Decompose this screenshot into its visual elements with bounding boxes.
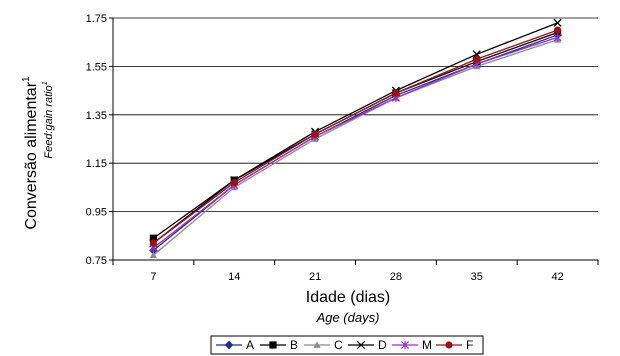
tick-labels: 0.75 0.95 1.15 1.35 1.55 1.75 7 14 21 28 35 42: [86, 13, 564, 283]
legend-item-m: M: [392, 338, 432, 352]
y-axis-subtitle-text: Feed:gain ratio: [43, 85, 55, 158]
data-point-f: [311, 130, 319, 138]
data-point-d: [553, 18, 562, 27]
series-lines: [149, 18, 562, 259]
x-axis-subtitle: Age (days): [316, 310, 380, 325]
data-point-f: [473, 55, 481, 63]
data-point-f: [392, 89, 400, 97]
legend-label: B: [290, 338, 298, 352]
data-point-b: [149, 234, 158, 242]
legend-item-b: B: [260, 338, 298, 352]
y-axis-title: Conversão alimentar1: [21, 76, 40, 230]
y-axis-subtitle-group: Feed:gain ratio1: [42, 81, 55, 158]
x-tick-label: 42: [551, 271, 563, 283]
y-axis-title-text: Conversão alimentar: [23, 81, 40, 229]
y-axis-subtitle: Feed:gain ratio1: [42, 81, 55, 158]
x-tick-label: 14: [228, 271, 240, 283]
series-line-m: [153, 36, 558, 249]
x-tick-label: 7: [150, 271, 156, 283]
legend-label: C: [334, 338, 343, 352]
x-tick-label: 28: [390, 271, 402, 283]
data-point-f: [553, 26, 562, 34]
y-axis-title-superscript: 1: [21, 76, 32, 82]
series-a: [149, 30, 562, 255]
data-point-f: [230, 178, 238, 187]
series-c: [149, 36, 562, 259]
y-tick-label: 0.75: [86, 255, 107, 267]
y-tick-label: 1.75: [86, 13, 107, 25]
data-point-m: [553, 33, 562, 42]
legend-item-a: A: [216, 338, 254, 352]
legend-item-d: D: [348, 338, 387, 352]
x-tick-label: 35: [471, 271, 483, 283]
series-line-f: [153, 29, 558, 244]
y-tick-label: 1.35: [86, 110, 107, 122]
legend-marker: [224, 340, 234, 350]
legend-marker-stroke: [356, 340, 366, 350]
legend-marker: [313, 341, 321, 348]
legend-item-c: C: [304, 338, 343, 352]
data-point-c: [149, 251, 158, 259]
legend-marker: [445, 341, 453, 349]
series-f: [149, 26, 562, 247]
series-line-d: [153, 22, 558, 244]
legend-label: D: [378, 338, 387, 352]
legend-marker: [356, 340, 366, 350]
series-line-c: [152, 39, 558, 256]
data-point-d-stroke: [553, 18, 562, 27]
y-tick-label: 0.95: [86, 207, 107, 219]
legend-marker: [400, 340, 410, 350]
gridlines: [113, 17, 598, 213]
data-point-f: [149, 239, 158, 247]
x-tick-label: 21: [309, 271, 321, 283]
axes: [109, 17, 599, 265]
legend-label: A: [246, 338, 254, 352]
legend-frame: [210, 335, 484, 355]
series-line-a: [153, 34, 558, 251]
y-tick-label: 1.15: [86, 158, 107, 170]
y-tick-label: 1.55: [86, 61, 107, 73]
series-line-b: [153, 31, 558, 239]
legend-label: F: [466, 338, 473, 352]
x-axis-title: Idade (dias): [306, 289, 391, 306]
y-axis-title-group: Conversão alimentar1: [21, 76, 40, 230]
y-axis-subtitle-superscript: 1: [42, 81, 49, 85]
series-b: [149, 28, 562, 242]
legend-item-f: F: [436, 338, 473, 352]
legend-marker: [269, 341, 277, 349]
legend-label: M: [422, 338, 432, 352]
